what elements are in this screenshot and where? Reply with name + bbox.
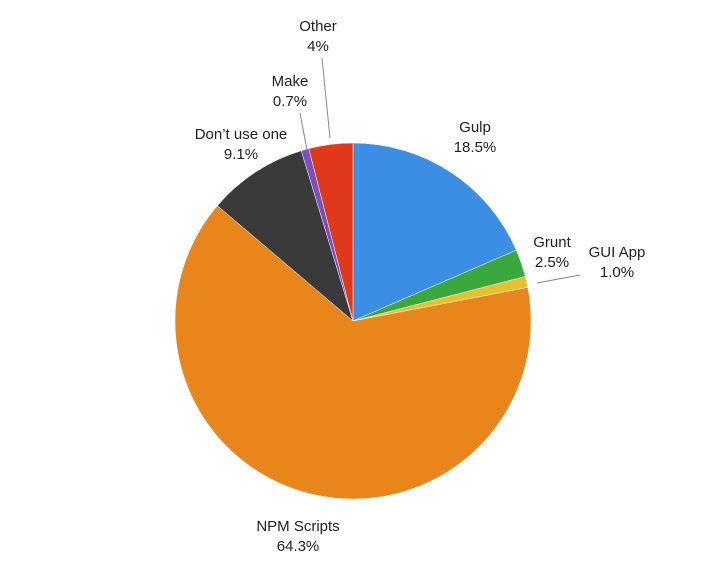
slice-value-label: 1.0% (600, 264, 634, 281)
labels: Gulp 18.5% Grunt 2.5% GUI App 1.0% NPM Scripts… (195, 18, 646, 555)
pie (174, 142, 532, 500)
slice-value-label: 18.5% (454, 139, 497, 156)
slice-label: Gulp (459, 119, 491, 136)
pie-slice (308, 142, 354, 322)
leader-line (536, 274, 581, 284)
slice-label: Other (299, 18, 337, 35)
slice-value-label: 4% (307, 38, 329, 55)
slice-label: Make (272, 73, 309, 90)
slice-value-label: 0.7% (273, 93, 307, 110)
leader-line (321, 57, 331, 139)
pie-slice (174, 205, 532, 500)
slice-value-label: 64.3% (277, 538, 320, 555)
slice-label: Grunt (533, 234, 571, 251)
pie-slice (352, 142, 517, 322)
leader-line (299, 112, 308, 151)
slice-value-label: 9.1% (224, 146, 258, 163)
slice-value-label: 2.5% (535, 254, 569, 271)
slice-label: Don’t use one (195, 126, 288, 143)
pie-slice (217, 150, 354, 322)
slice-label: NPM Scripts (256, 518, 339, 535)
slice-label: GUI App (589, 244, 646, 261)
